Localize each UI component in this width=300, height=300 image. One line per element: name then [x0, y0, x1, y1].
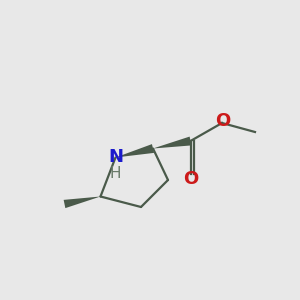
- Text: H: H: [110, 167, 121, 182]
- Polygon shape: [116, 144, 154, 158]
- Text: N: N: [108, 148, 123, 166]
- Text: O: O: [183, 169, 198, 188]
- Text: O: O: [215, 112, 230, 130]
- Polygon shape: [153, 136, 191, 148]
- Polygon shape: [64, 196, 100, 208]
